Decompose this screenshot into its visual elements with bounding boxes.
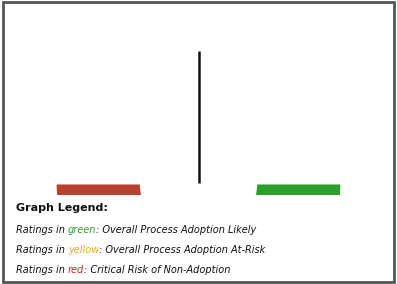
Text: red: red — [68, 265, 84, 275]
Text: Graph Legend:: Graph Legend: — [16, 203, 108, 214]
Text: 2. Overall Process Adoption Rating: 2. Overall Process Adoption Rating — [67, 10, 330, 23]
Wedge shape — [55, 183, 170, 284]
Text: Ratings in: Ratings in — [16, 265, 68, 275]
Text: : Overall Process Adoption Likely: : Overall Process Adoption Likely — [96, 225, 256, 235]
Wedge shape — [227, 183, 342, 284]
Text: : Critical Risk of Non-Adoption: : Critical Risk of Non-Adoption — [84, 265, 231, 275]
Text: green: green — [68, 225, 96, 235]
Text: Ratings in: Ratings in — [16, 225, 68, 235]
Text: Ratings in: Ratings in — [16, 245, 68, 255]
Text: : Overall Process Adoption At-Risk: : Overall Process Adoption At-Risk — [99, 245, 265, 255]
Text: yellow: yellow — [68, 245, 99, 255]
Wedge shape — [127, 233, 270, 284]
